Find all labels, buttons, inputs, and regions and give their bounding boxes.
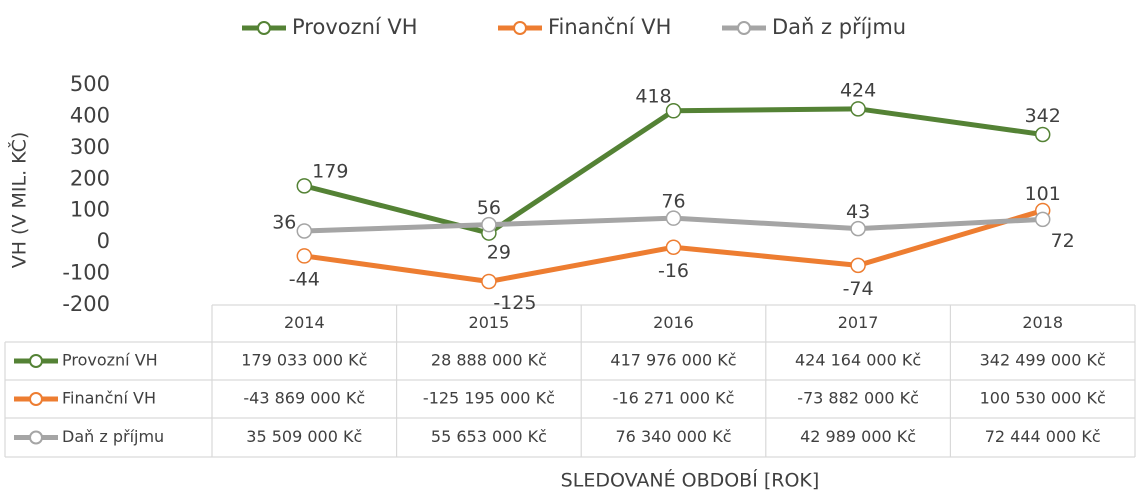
data-point <box>850 220 866 237</box>
table-key-marker <box>29 392 43 406</box>
table-cell: 72 444 000 Kč <box>985 427 1101 446</box>
legend-marker <box>513 21 527 35</box>
table-cell: 342 499 000 Kč <box>980 351 1106 370</box>
y-tick-label: 500 <box>70 72 110 96</box>
data-label: 101 <box>1025 183 1061 205</box>
data-label: 179 <box>312 160 348 182</box>
data-label: 424 <box>840 79 876 101</box>
table-cell: 35 509 000 Kč <box>246 427 362 446</box>
x-tick-label: 2017 <box>838 313 879 332</box>
data-point <box>481 273 497 290</box>
data-point <box>850 257 866 274</box>
y-tick-label: 200 <box>70 166 110 190</box>
data-label: 43 <box>846 201 870 223</box>
legend-marker <box>257 21 271 35</box>
data-label: 76 <box>661 191 685 213</box>
table-cell: 100 530 000 Kč <box>980 389 1106 408</box>
table-cell: 55 653 000 Kč <box>431 427 547 446</box>
table-key-marker <box>29 354 43 368</box>
data-point <box>850 101 866 117</box>
data-point <box>481 216 497 233</box>
data-label: -44 <box>289 268 320 290</box>
table-cell: 179 033 000 Kč <box>241 351 367 370</box>
data-point <box>296 248 313 264</box>
table-cell: -43 869 000 Kč <box>243 389 365 408</box>
y-tick-label: 0 <box>97 229 110 253</box>
y-axis-title: VH (V MIL. KČ) <box>7 132 31 269</box>
table-cell: -73 882 000 Kč <box>797 389 919 408</box>
y-tick-label: 300 <box>70 135 110 159</box>
x-tick-label: 2018 <box>1022 313 1063 332</box>
data-label: -16 <box>658 260 689 282</box>
table-cell: 42 989 000 Kč <box>800 427 916 446</box>
table-cell: 424 164 000 Kč <box>795 351 921 370</box>
legend-marker <box>737 21 751 35</box>
data-point <box>296 223 313 239</box>
table-cell: 417 976 000 Kč <box>610 351 736 370</box>
data-label: 342 <box>1025 105 1061 127</box>
data-label: 418 <box>635 85 671 107</box>
table-cell: 76 340 000 Kč <box>616 427 732 446</box>
x-tick-label: 2014 <box>284 313 325 332</box>
y-tick-label: -200 <box>62 292 110 316</box>
table-row-label: Provozní VH <box>62 351 158 370</box>
legend-label: Daň z příjmu <box>772 15 906 39</box>
table-row-label: Finanční VH <box>62 389 156 408</box>
data-point <box>1034 126 1051 143</box>
data-point <box>665 239 682 256</box>
y-tick-label: -100 <box>62 261 110 285</box>
data-label: 36 <box>272 211 296 233</box>
y-tick-label: 400 <box>70 103 110 127</box>
data-label: 56 <box>477 197 501 219</box>
data-label: -125 <box>493 292 536 314</box>
data-label: -74 <box>843 278 874 300</box>
data-point <box>665 103 682 119</box>
y-tick-label: 100 <box>70 198 110 222</box>
legend-label: Provozní VH <box>292 15 418 39</box>
table-key-marker <box>29 430 43 445</box>
table-cell: 28 888 000 Kč <box>431 351 547 370</box>
table-cell: -125 195 000 Kč <box>423 389 555 408</box>
data-label: 72 <box>1051 230 1075 252</box>
table-row-label: Daň z příjmu <box>62 427 164 446</box>
data-point <box>1034 211 1051 228</box>
data-label: 29 <box>487 242 511 264</box>
x-tick-label: 2016 <box>653 313 694 332</box>
legend-label: Finanční VH <box>548 15 671 39</box>
x-tick-label: 2015 <box>469 313 510 332</box>
x-axis-title: SLEDOVANÉ OBDOBÍ [ROK] <box>561 469 820 492</box>
data-point <box>296 178 313 194</box>
table-cell: -16 271 000 Kč <box>613 389 735 408</box>
data-point <box>665 210 682 226</box>
